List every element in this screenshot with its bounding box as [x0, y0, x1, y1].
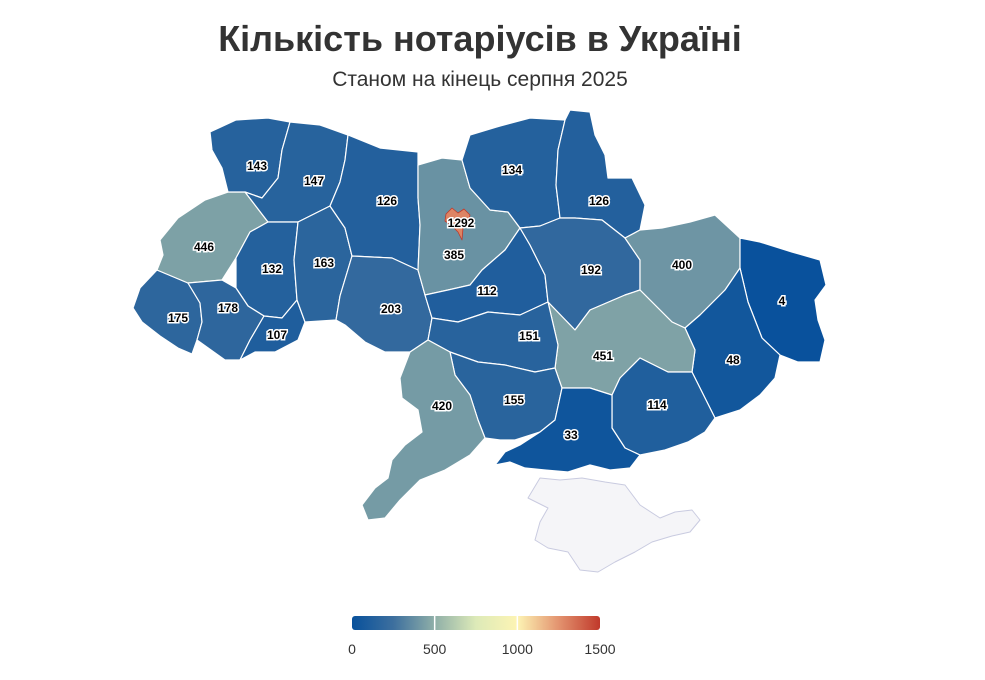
region-label-cherkasy: 112 — [477, 284, 497, 298]
region-odesa[interactable] — [361, 339, 486, 521]
region-label-volyn: 143 — [247, 159, 267, 173]
region-label-kyiv-city: 1292 — [448, 216, 475, 230]
region-label-kyiv-oblast: 385 — [444, 248, 464, 262]
region-label-chernihiv: 134 — [502, 163, 522, 177]
region-label-ivano-frankivsk: 178 — [218, 301, 238, 315]
region-label-odesa: 420 — [432, 399, 452, 413]
color-legend: 0 500 1000 1500 — [348, 616, 616, 657]
region-label-lviv: 446 — [194, 240, 214, 254]
region-label-luhansk: 4 — [779, 294, 786, 308]
region-label-mykolaiv: 155 — [504, 393, 524, 407]
region-label-kherson: 33 — [564, 428, 578, 442]
legend-color-bar — [352, 616, 600, 630]
region-label-dnipropetrovsk: 451 — [593, 349, 613, 363]
region-label-donetsk: 48 — [726, 353, 740, 367]
region-label-khmelnytskyi: 163 — [314, 256, 334, 270]
region-kherson[interactable] — [494, 387, 641, 473]
region-label-kirovohrad: 151 — [519, 329, 539, 343]
region-crimea[interactable] — [527, 477, 701, 573]
page-subtitle: Станом на кінець серпня 2025 — [332, 68, 628, 91]
legend-tick-label: 0 — [348, 641, 356, 657]
legend-tick-label: 1000 — [502, 641, 533, 657]
region-label-zhytomyr: 126 — [377, 194, 397, 208]
region-label-vinnytsia: 203 — [381, 302, 401, 316]
region-label-rivne: 147 — [304, 174, 324, 188]
legend-tick-label: 1500 — [584, 641, 615, 657]
page-title: Кількість нотаріусів в Україні — [218, 18, 742, 59]
region-kyiv-city[interactable] — [444, 207, 471, 241]
region-label-zaporizhzhia: 114 — [647, 398, 667, 412]
region-label-poltava: 192 — [581, 263, 601, 277]
region-sumy[interactable] — [555, 109, 646, 239]
region-label-chernivtsi: 107 — [267, 328, 287, 342]
region-label-kharkiv: 400 — [672, 258, 692, 272]
region-label-zakarpattia: 175 — [168, 311, 188, 325]
region-label-ternopil: 132 — [262, 262, 282, 276]
legend-tick-label: 500 — [423, 641, 447, 657]
region-label-sumy: 126 — [589, 194, 609, 208]
